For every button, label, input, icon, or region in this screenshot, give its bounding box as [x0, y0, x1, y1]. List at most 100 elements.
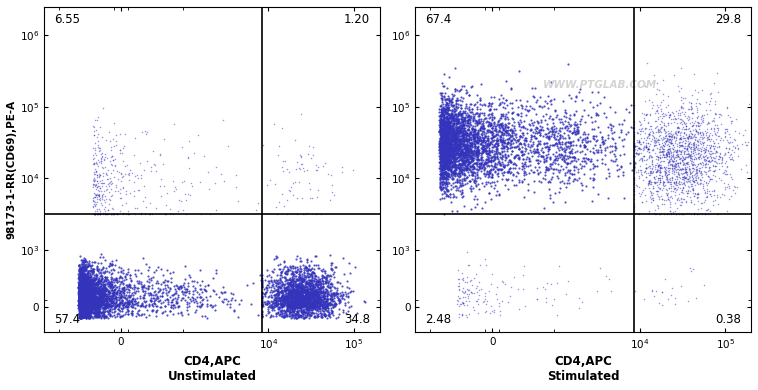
Point	[531, 285, 543, 291]
Point	[309, 287, 321, 294]
Point	[453, 280, 465, 286]
Point	[283, 291, 296, 298]
Point	[103, 301, 115, 307]
Point	[450, 126, 462, 133]
Point	[564, 116, 576, 122]
Point	[440, 129, 453, 136]
Point	[92, 266, 104, 273]
Point	[84, 290, 96, 296]
Point	[92, 191, 104, 197]
Point	[469, 126, 481, 133]
Point	[316, 310, 328, 317]
Point	[272, 291, 284, 298]
Point	[91, 266, 103, 272]
Point	[270, 253, 282, 259]
Point	[490, 155, 503, 161]
Point	[77, 301, 89, 307]
Point	[603, 121, 615, 127]
Point	[92, 294, 105, 301]
Point	[471, 119, 483, 126]
Point	[602, 195, 614, 201]
Point	[123, 300, 135, 306]
Point	[305, 302, 318, 308]
Point	[80, 297, 92, 303]
Point	[460, 89, 472, 96]
Point	[658, 179, 670, 186]
Point	[77, 290, 89, 296]
Point	[440, 122, 453, 128]
Point	[448, 170, 460, 176]
Point	[440, 128, 452, 134]
Point	[86, 293, 99, 299]
Point	[272, 305, 284, 311]
Point	[709, 197, 722, 203]
Point	[79, 300, 91, 307]
Point	[293, 285, 305, 292]
Point	[445, 112, 457, 118]
Point	[78, 294, 90, 300]
Point	[437, 156, 449, 162]
Point	[578, 135, 590, 141]
Point	[465, 277, 477, 283]
Point	[306, 286, 318, 292]
Point	[295, 283, 307, 289]
Point	[158, 136, 171, 142]
Point	[481, 157, 493, 163]
Point	[662, 179, 675, 185]
Point	[95, 300, 107, 307]
Point	[480, 115, 492, 122]
Point	[80, 285, 92, 291]
Point	[73, 275, 85, 281]
Point	[92, 288, 104, 294]
Point	[485, 159, 497, 165]
Point	[672, 160, 684, 166]
Point	[481, 136, 493, 142]
Point	[459, 137, 471, 143]
Point	[474, 126, 486, 132]
Point	[282, 302, 294, 308]
Point	[110, 290, 122, 296]
Point	[274, 301, 287, 308]
Point	[508, 144, 520, 150]
Point	[112, 303, 124, 310]
Point	[684, 197, 697, 204]
Point	[714, 151, 726, 157]
Point	[490, 166, 503, 172]
Point	[83, 290, 95, 296]
Point	[96, 153, 108, 160]
Point	[442, 105, 454, 112]
Point	[456, 169, 468, 176]
Point	[436, 181, 448, 187]
Point	[667, 153, 679, 159]
Point	[311, 293, 323, 299]
Point	[282, 298, 294, 304]
Point	[176, 288, 188, 294]
Point	[278, 259, 290, 266]
Point	[94, 297, 106, 303]
Point	[327, 303, 340, 309]
Point	[295, 293, 307, 299]
Point	[650, 138, 662, 144]
Point	[640, 165, 652, 172]
Point	[295, 288, 307, 294]
Point	[441, 143, 453, 149]
Point	[476, 154, 488, 161]
Point	[435, 156, 447, 162]
Point	[95, 293, 107, 299]
Point	[435, 138, 447, 145]
Point	[78, 295, 90, 301]
Point	[126, 312, 138, 318]
Point	[434, 143, 446, 149]
Point	[301, 279, 313, 285]
Point	[471, 129, 484, 135]
Point	[76, 286, 88, 292]
Point	[80, 294, 92, 300]
Point	[80, 277, 92, 284]
Point	[452, 123, 464, 129]
Point	[74, 266, 86, 272]
Point	[320, 303, 332, 310]
Point	[98, 314, 110, 320]
Point	[440, 171, 453, 177]
Point	[311, 299, 323, 305]
Point	[445, 137, 457, 143]
